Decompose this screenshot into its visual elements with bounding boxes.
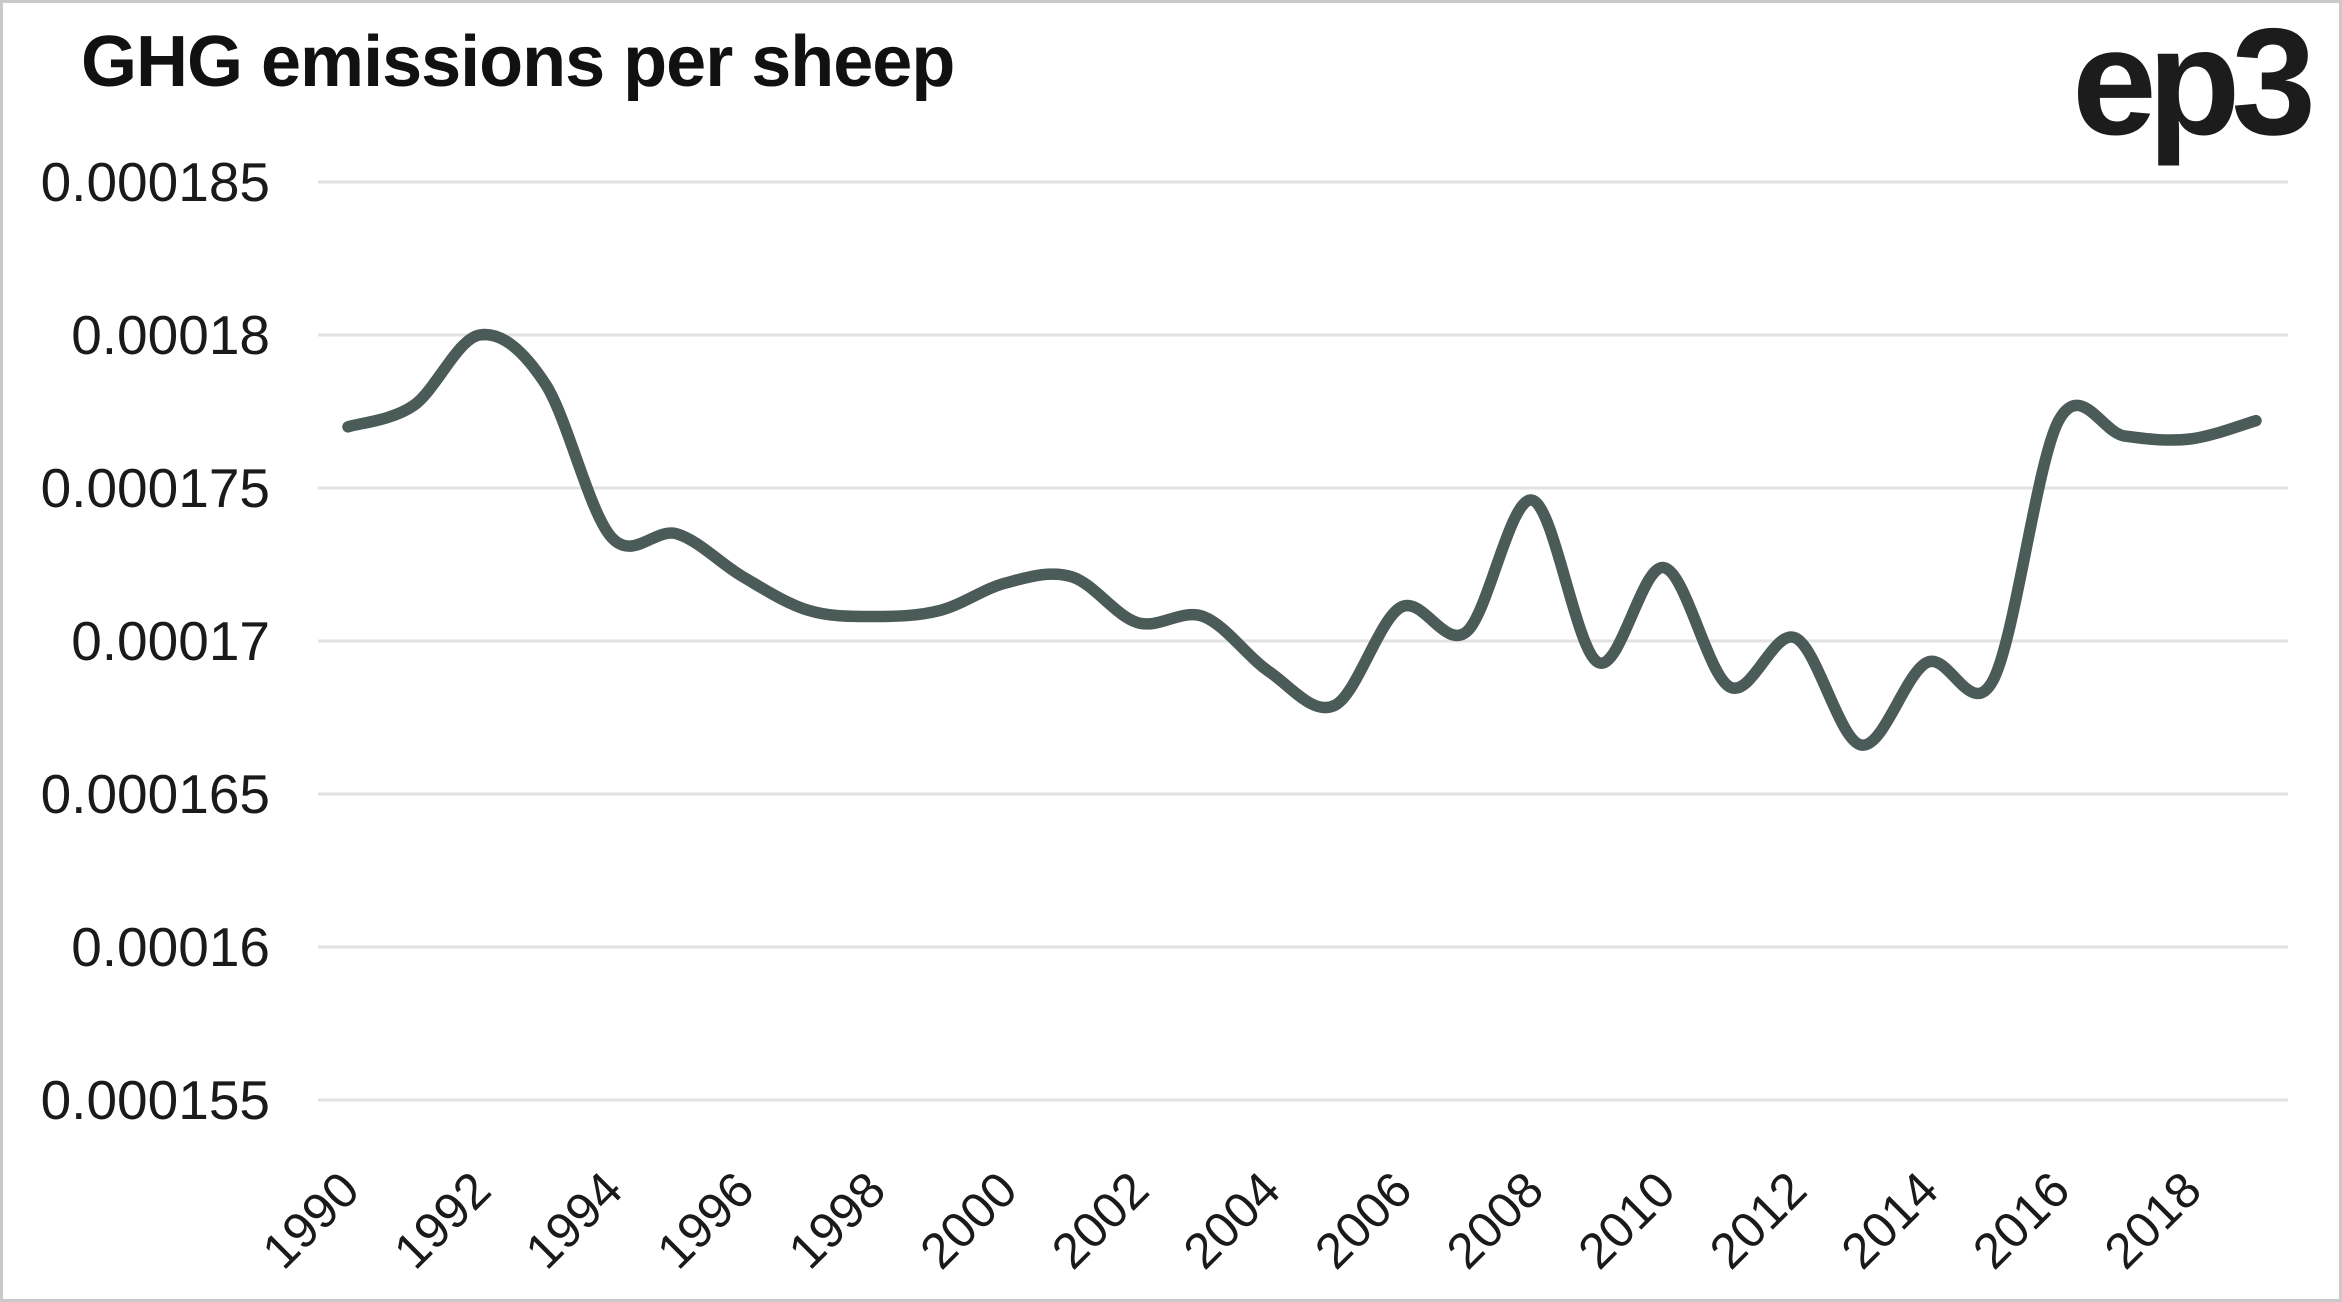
x-tick-label: 2000 (909, 1161, 1027, 1279)
y-axis-labels: 0.000185 0.00018 0.000175 0.00017 0.000165 0.… (41, 151, 270, 1131)
ep3-logo: ep3 (2072, 0, 2316, 167)
x-tick-label: 2018 (2094, 1161, 2212, 1279)
x-tick-label: 2014 (1831, 1161, 1949, 1279)
y-tick-label: 0.000175 (41, 457, 270, 519)
x-tick-label: 2010 (1567, 1161, 1685, 1279)
x-tick-label: 1990 (252, 1161, 370, 1279)
x-tick-label: 1998 (778, 1161, 896, 1279)
y-tick-label: 0.00016 (71, 916, 270, 978)
chart-title: GHG emissions per sheep (81, 22, 955, 102)
x-tick-label: 2006 (1304, 1161, 1422, 1279)
gridlines (318, 180, 2288, 1102)
line-chart-svg: 0.000185 0.00018 0.000175 0.00017 0.000165 0.… (41, 151, 2288, 1279)
y-tick-label: 0.00017 (71, 610, 270, 672)
x-tick-label: 2002 (1041, 1161, 1159, 1279)
x-tick-label: 1994 (515, 1161, 633, 1279)
x-tick-label: 2012 (1699, 1161, 1817, 1279)
x-tick-label: 2008 (1436, 1161, 1554, 1279)
data-series (342, 328, 2262, 751)
y-tick-label: 0.000165 (41, 763, 270, 825)
x-axis-labels: 1990 1992 1994 1996 1998 2000 2002 2004 2006 2008… (252, 1161, 2212, 1279)
y-tick-label: 0.000155 (41, 1069, 270, 1131)
ghg-emissions-line (342, 328, 2262, 751)
x-tick-label: 2016 (1962, 1161, 2080, 1279)
y-tick-label: 0.000185 (41, 151, 270, 213)
y-tick-label: 0.00018 (71, 304, 270, 366)
x-tick-label: 1996 (646, 1161, 764, 1279)
x-tick-label: 1992 (383, 1161, 501, 1279)
x-tick-label: 2004 (1173, 1161, 1291, 1279)
